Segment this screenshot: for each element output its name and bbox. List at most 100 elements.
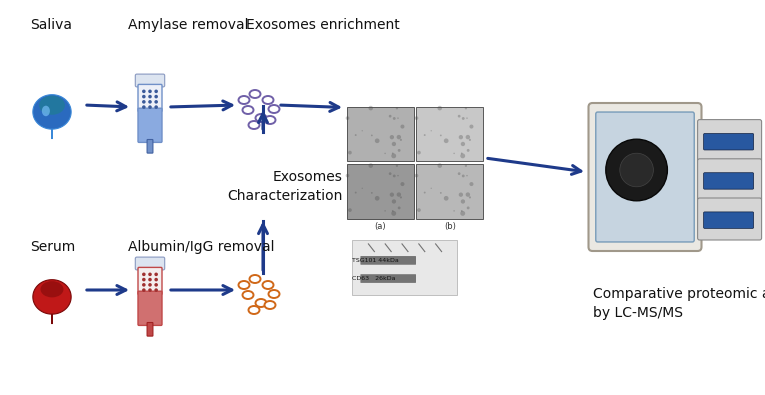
Circle shape xyxy=(142,273,145,276)
Circle shape xyxy=(355,192,356,194)
Circle shape xyxy=(346,174,350,177)
Circle shape xyxy=(461,199,465,204)
Circle shape xyxy=(462,117,464,120)
Circle shape xyxy=(392,142,396,146)
Text: TSG101 44kDa: TSG101 44kDa xyxy=(353,258,399,263)
Circle shape xyxy=(444,196,448,201)
Circle shape xyxy=(454,152,455,154)
Circle shape xyxy=(384,152,386,154)
Circle shape xyxy=(469,196,471,198)
Circle shape xyxy=(469,139,471,141)
Circle shape xyxy=(142,105,145,109)
FancyBboxPatch shape xyxy=(704,212,754,228)
Circle shape xyxy=(461,153,465,158)
Circle shape xyxy=(440,135,441,136)
FancyBboxPatch shape xyxy=(704,173,754,189)
Ellipse shape xyxy=(39,96,65,115)
Circle shape xyxy=(148,90,151,93)
Circle shape xyxy=(348,208,352,212)
Circle shape xyxy=(398,207,401,209)
Text: (b): (b) xyxy=(444,222,456,231)
Circle shape xyxy=(148,278,151,281)
Circle shape xyxy=(369,106,373,110)
Circle shape xyxy=(396,135,401,139)
Circle shape xyxy=(454,210,455,212)
Circle shape xyxy=(470,124,474,129)
Circle shape xyxy=(400,139,402,141)
Circle shape xyxy=(155,283,158,287)
Circle shape xyxy=(384,210,386,212)
Text: Albumin/IgG removal: Albumin/IgG removal xyxy=(128,240,275,254)
Circle shape xyxy=(457,172,461,175)
Circle shape xyxy=(400,196,402,198)
FancyBboxPatch shape xyxy=(147,322,153,336)
Ellipse shape xyxy=(256,299,266,307)
Circle shape xyxy=(424,134,425,136)
Circle shape xyxy=(375,196,379,201)
Circle shape xyxy=(155,278,158,281)
Circle shape xyxy=(466,192,470,197)
FancyBboxPatch shape xyxy=(698,120,762,162)
Circle shape xyxy=(155,90,158,93)
Circle shape xyxy=(466,135,470,139)
FancyBboxPatch shape xyxy=(698,159,762,201)
FancyBboxPatch shape xyxy=(347,107,414,161)
Ellipse shape xyxy=(249,275,261,283)
Ellipse shape xyxy=(239,96,249,104)
FancyBboxPatch shape xyxy=(138,108,162,143)
Circle shape xyxy=(396,165,398,167)
Circle shape xyxy=(155,95,158,98)
Circle shape xyxy=(400,124,405,129)
Circle shape xyxy=(400,182,405,186)
Circle shape xyxy=(392,199,396,204)
FancyBboxPatch shape xyxy=(138,85,162,112)
FancyBboxPatch shape xyxy=(588,103,702,251)
Text: Exosomes
Characterization: Exosomes Characterization xyxy=(228,170,343,203)
Circle shape xyxy=(155,273,158,276)
FancyBboxPatch shape xyxy=(147,139,153,153)
Circle shape xyxy=(371,135,373,136)
Ellipse shape xyxy=(249,90,261,98)
Circle shape xyxy=(466,117,467,119)
Circle shape xyxy=(142,100,145,103)
Ellipse shape xyxy=(243,106,253,114)
Circle shape xyxy=(461,210,463,212)
Circle shape xyxy=(462,175,464,177)
Circle shape xyxy=(355,134,356,136)
FancyBboxPatch shape xyxy=(698,198,762,240)
Circle shape xyxy=(142,283,145,287)
Circle shape xyxy=(142,95,145,98)
FancyBboxPatch shape xyxy=(353,239,457,295)
Circle shape xyxy=(369,163,373,168)
Circle shape xyxy=(142,90,145,93)
Circle shape xyxy=(465,165,467,167)
Circle shape xyxy=(389,172,392,175)
Circle shape xyxy=(606,139,667,201)
Circle shape xyxy=(415,174,418,177)
Circle shape xyxy=(393,175,396,177)
Ellipse shape xyxy=(262,96,274,104)
FancyBboxPatch shape xyxy=(135,257,164,270)
FancyBboxPatch shape xyxy=(416,164,483,218)
Polygon shape xyxy=(33,280,71,324)
Ellipse shape xyxy=(269,105,279,113)
Circle shape xyxy=(391,211,396,216)
Circle shape xyxy=(148,283,151,287)
Circle shape xyxy=(438,106,442,110)
Circle shape xyxy=(466,175,467,177)
Ellipse shape xyxy=(265,301,275,309)
Circle shape xyxy=(346,116,350,120)
Circle shape xyxy=(389,192,394,197)
Circle shape xyxy=(142,288,145,292)
Circle shape xyxy=(362,188,363,189)
Circle shape xyxy=(459,135,463,139)
Polygon shape xyxy=(33,95,71,139)
Circle shape xyxy=(155,105,158,109)
Circle shape xyxy=(444,138,448,143)
Ellipse shape xyxy=(42,106,50,116)
Circle shape xyxy=(392,210,394,212)
Circle shape xyxy=(393,117,396,120)
Circle shape xyxy=(397,117,399,119)
Text: (a): (a) xyxy=(374,222,386,231)
Circle shape xyxy=(417,151,421,154)
